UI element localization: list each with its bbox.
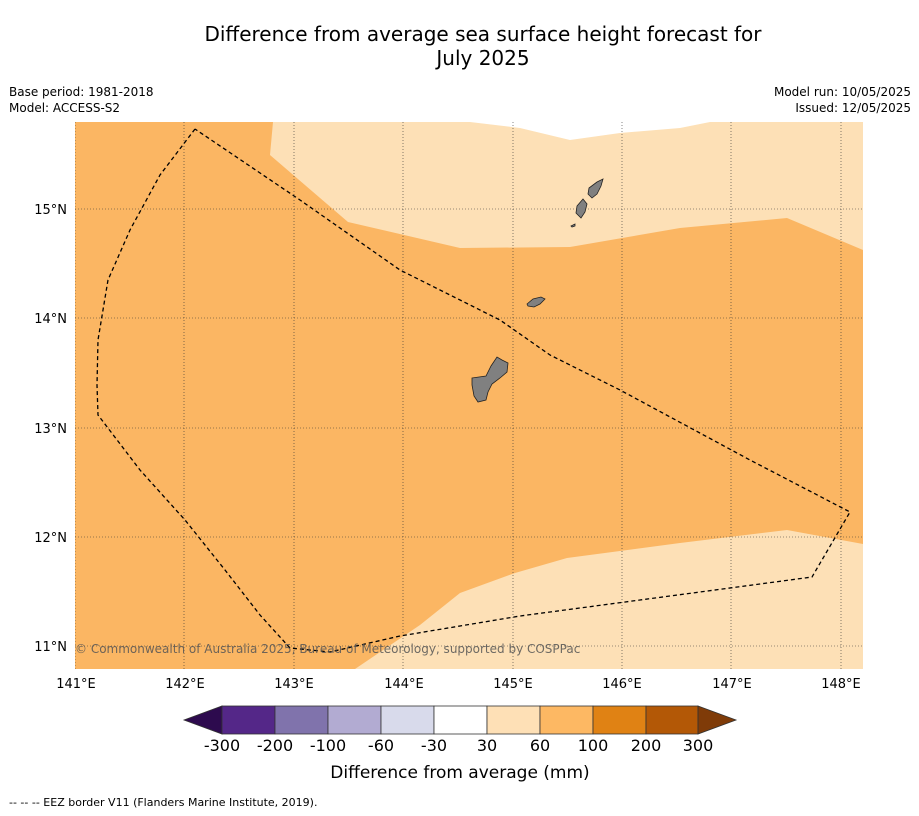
model-run-date: Model run: 10/05/2025	[773, 85, 911, 99]
eez-border	[96, 128, 851, 653]
lon-label: 148°E	[821, 677, 861, 692]
colorbar-tick-label: -100	[310, 736, 346, 755]
band-30-60-north	[270, 122, 863, 250]
island-aguijan	[570, 223, 576, 228]
colorbar	[182, 705, 738, 735]
lat-label: 15°N	[34, 203, 67, 218]
lat-labels: 11°N 12°N 13°N 14°N 15°N	[34, 203, 67, 655]
island-guam	[471, 356, 509, 403]
base-period: Base period: 1981-2018	[9, 85, 154, 99]
lat-label: 11°N	[34, 640, 67, 655]
lon-label: 142°E	[165, 677, 205, 692]
meta-right: Model run: 10/05/2025 Issued: 12/05/2025	[774, 84, 911, 116]
issued-date: Issued: 12/05/2025	[795, 101, 911, 115]
lon-label: 147°E	[712, 677, 752, 692]
colorbar-bin	[486, 705, 541, 735]
colorbar-ticks: -300 -200 -100 -60 -30 30 60 100 200 300	[204, 736, 713, 755]
band-30-60-south	[355, 530, 863, 669]
island-tinian	[575, 198, 588, 219]
colorbar-tick-label: 30	[477, 736, 497, 755]
colorbar-tick-label: -30	[421, 736, 447, 755]
title-line-2: July 2025	[436, 46, 530, 70]
lon-label: 145°E	[493, 677, 533, 692]
meta-left: Base period: 1981-2018 Model: ACCESS-S2	[9, 84, 154, 116]
eez-footnote: -- -- -- EEZ border V11 (Flanders Marine…	[9, 796, 318, 809]
lon-label: 146°E	[602, 677, 642, 692]
colorbar-bin	[327, 705, 382, 735]
colorbar-tick-label: -60	[368, 736, 394, 755]
map-title: Difference from average sea surface heig…	[0, 22, 919, 70]
colorbar-tick-label: 300	[683, 736, 714, 755]
title-line-1: Difference from average sea surface heig…	[204, 22, 762, 46]
island-saipan	[587, 178, 604, 199]
colorbar-low-extend	[182, 705, 223, 735]
lat-label: 12°N	[34, 531, 67, 546]
colorbar-bin	[645, 705, 699, 735]
colorbar-label: Difference from average (mm)	[330, 763, 589, 783]
colorbar-bin	[592, 705, 647, 735]
colorbar-tick-label: 60	[530, 736, 550, 755]
lon-label: 141°E	[56, 677, 96, 692]
colorbar-bin	[274, 705, 329, 735]
colorbar-tick-label: -300	[204, 736, 240, 755]
colorbar-bin	[433, 705, 488, 735]
graticule	[75, 122, 863, 669]
lat-label: 13°N	[34, 422, 67, 437]
copyright-text: © Commonwealth of Australia 2025, Bureau…	[75, 642, 580, 656]
lat-label: 14°N	[34, 312, 67, 327]
model-name: Model: ACCESS-S2	[9, 101, 121, 115]
lon-labels: 141°E 142°E 143°E 144°E 145°E 146°E 147°…	[56, 677, 861, 692]
map-area: © Commonwealth of Australia 2025, Bureau…	[75, 122, 863, 669]
colorbar-bin	[539, 705, 594, 735]
colorbar-high-extend	[697, 705, 738, 735]
islands	[471, 178, 604, 403]
colorbar-tick-label: 100	[578, 736, 609, 755]
colorbar-bin	[380, 705, 435, 735]
island-rota	[526, 296, 546, 308]
lon-label: 144°E	[384, 677, 424, 692]
colorbar-bin	[221, 705, 276, 735]
band-neutral	[470, 122, 710, 140]
colorbar-tick-label: 200	[631, 736, 662, 755]
colorbar-tick-label: -200	[257, 736, 293, 755]
lon-label: 143°E	[274, 677, 314, 692]
